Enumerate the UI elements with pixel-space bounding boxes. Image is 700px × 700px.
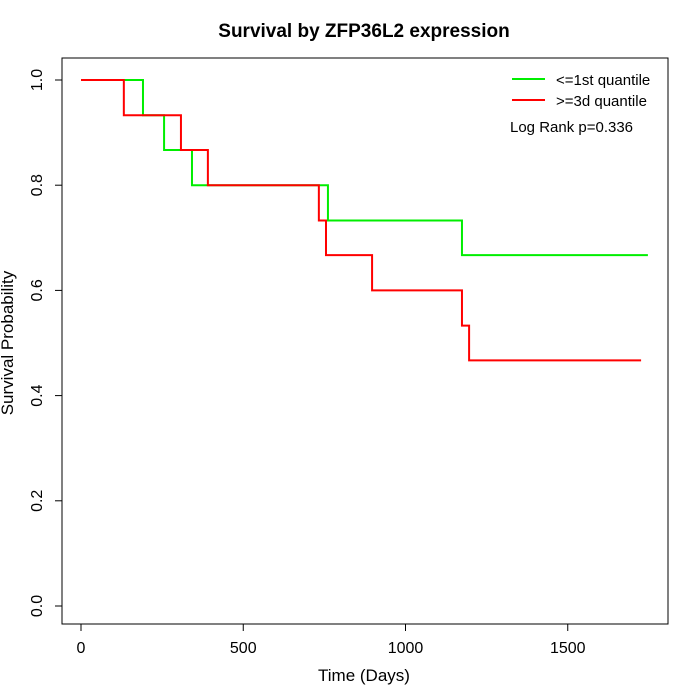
legend-label-low: <=1st quantile xyxy=(556,72,650,89)
y-tick-label: 1.0 xyxy=(29,69,46,91)
x-tick-label: 500 xyxy=(230,640,257,657)
survival-curve-high xyxy=(81,79,642,362)
y-tick-label: 0.8 xyxy=(29,174,46,196)
x-tick-label: 1500 xyxy=(550,640,586,657)
chart-title: Survival by ZFP36L2 expression xyxy=(218,21,509,42)
x-tick-label: 0 xyxy=(77,640,86,657)
y-tick-label: 0.0 xyxy=(29,595,46,617)
y-tick-label: 0.4 xyxy=(29,384,46,406)
y-axis-label: Survival Probability xyxy=(0,270,17,415)
survival-curve-low xyxy=(81,79,648,257)
x-axis-label: Time (Days) xyxy=(318,666,410,685)
legend-label-high: >=3d quantile xyxy=(556,93,647,110)
y-tick-label: 0.6 xyxy=(29,279,46,301)
legend: <=1st quantile >=3d quantile xyxy=(512,72,650,110)
logrank-annotation: Log Rank p=0.336 xyxy=(510,119,633,136)
plot-frame xyxy=(61,57,669,625)
y-tick-label: 0.2 xyxy=(29,490,46,512)
x-tick-label: 1000 xyxy=(388,640,424,657)
